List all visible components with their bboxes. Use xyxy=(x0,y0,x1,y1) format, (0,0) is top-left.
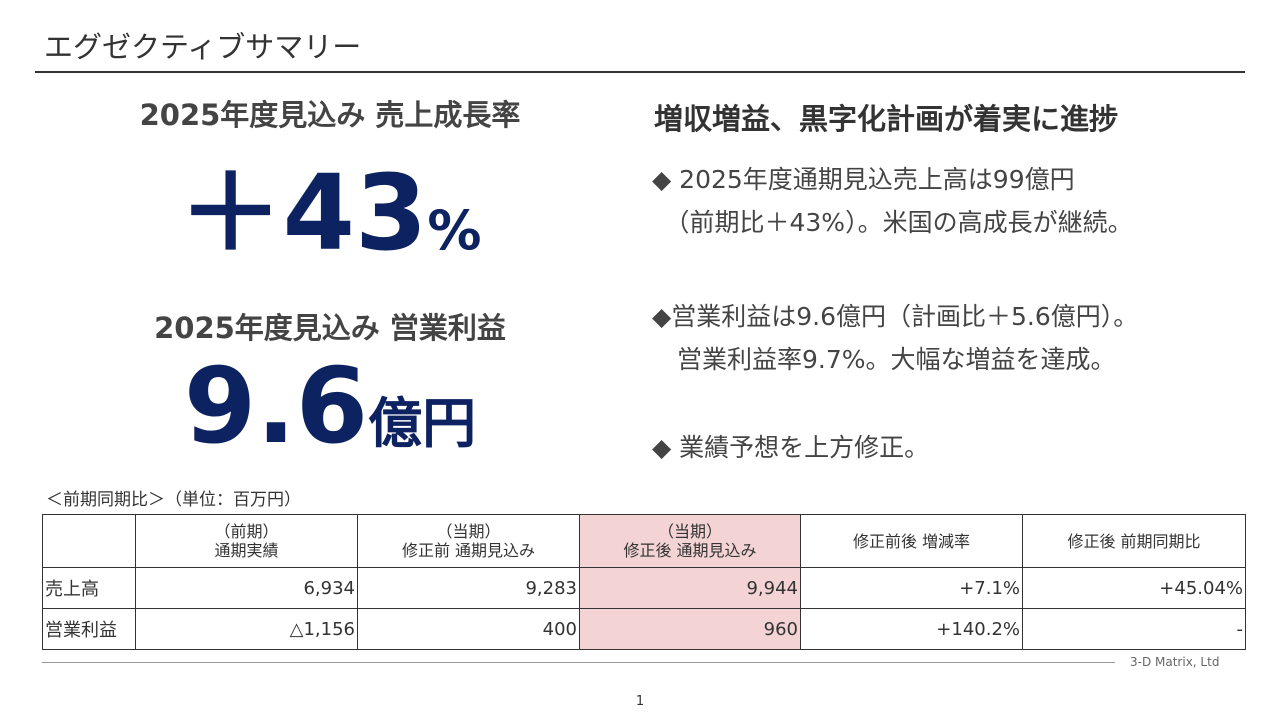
table-cell: +45.04% xyxy=(1022,567,1246,609)
table-cell: 売上高 xyxy=(42,567,136,609)
header-cell: （前期） 通期実績 xyxy=(135,514,358,568)
summary-table: （前期） 通期実績 （当期） 修正前 通期見込み （当期） 修正後 通期見込み 修正前後 増… xyxy=(42,514,1246,650)
kpi-unit: 億円 xyxy=(368,392,477,455)
header-line: （当期） xyxy=(657,522,722,541)
table-row: 売上高 6,934 9,283 9,944 +7.1% +45.04% xyxy=(42,567,1246,609)
table-caption: ＜前期同期比＞（単位：百万円） xyxy=(46,490,301,510)
header-cell: 修正後 前期同期比 xyxy=(1022,514,1246,568)
header-cell xyxy=(42,514,136,568)
header-cell: （当期） 修正後 通期見込み xyxy=(579,514,801,568)
header-line: 修正後 前期同期比 xyxy=(1067,531,1201,551)
bullet-line: （前期比＋43%）。米国の高成長が継続。 xyxy=(652,208,1133,237)
kpi-number: ＋43 xyxy=(178,152,428,274)
table-cell: - xyxy=(1022,608,1246,650)
footer-rule xyxy=(42,662,1115,663)
bullet-line: ◆営業利益は9.6億円（計画比＋5.6億円）。 xyxy=(652,302,1139,331)
bullet: ◆ 2025年度通期見込売上高は99億円 （前期比＋43%）。米国の高成長が継続… xyxy=(652,158,1133,244)
table-cell: △1,156 xyxy=(135,608,358,650)
table-cell: 6,934 xyxy=(135,567,358,609)
table-cell: 400 xyxy=(357,608,580,650)
bullet: ◆営業利益は9.6億円（計画比＋5.6億円）。 営業利益率9.7%。大幅な増益を… xyxy=(652,295,1138,381)
kpi-label: 2025年度見込み 営業利益 xyxy=(154,311,506,345)
header-cell: 修正前後 増減率 xyxy=(800,514,1023,568)
table-cell: 960 xyxy=(579,608,801,650)
table-cell: +7.1% xyxy=(800,567,1023,609)
header-line: 修正後 通期見込み xyxy=(623,541,757,560)
kpi-unit: % xyxy=(427,199,482,262)
footer-company: 3-D Matrix, Ltd xyxy=(1130,655,1220,669)
bullet-line: ◆ 2025年度通期見込売上高は99億円 xyxy=(652,165,1075,194)
table-cell: 営業利益 xyxy=(42,608,136,650)
title-rule xyxy=(35,71,1245,73)
header-row: （前期） 通期実績 （当期） 修正前 通期見込み （当期） 修正後 通期見込み 修正前後 増… xyxy=(42,514,1246,568)
headline: 増収増益、黒字化計画が着実に進捗 xyxy=(654,102,1119,136)
bullet-line: 営業利益率9.7%。大幅な増益を達成。 xyxy=(652,345,1116,374)
kpi-label: 2025年度見込み 売上成長率 xyxy=(139,98,521,132)
table-cell: 9,944 xyxy=(579,567,801,609)
slide-title: エグゼクティブサマリー xyxy=(44,30,362,64)
header-line: （前期） xyxy=(214,522,279,541)
header-line: 修正前 通期見込み xyxy=(401,541,536,560)
page-number: 1 xyxy=(635,694,645,709)
kpi-value: ＋43% xyxy=(0,128,660,279)
table-cell: +140.2% xyxy=(800,608,1023,650)
header-line: 通期実績 xyxy=(214,541,279,560)
kpi-value: 9.6億円 xyxy=(0,345,660,467)
bullet-line: ◆ 業績予想を上方修正。 xyxy=(652,433,930,462)
kpi-number: 9.6 xyxy=(183,345,369,467)
bullet: ◆ 業績予想を上方修正。 xyxy=(652,426,929,469)
table-cell: 9,283 xyxy=(357,567,580,609)
header-cell: （当期） 修正前 通期見込み xyxy=(357,514,580,568)
table-row: 営業利益 △1,156 400 960 +140.2% - xyxy=(42,608,1246,650)
header-line: （当期） xyxy=(436,522,501,541)
header-line: 修正前後 増減率 xyxy=(852,531,971,551)
